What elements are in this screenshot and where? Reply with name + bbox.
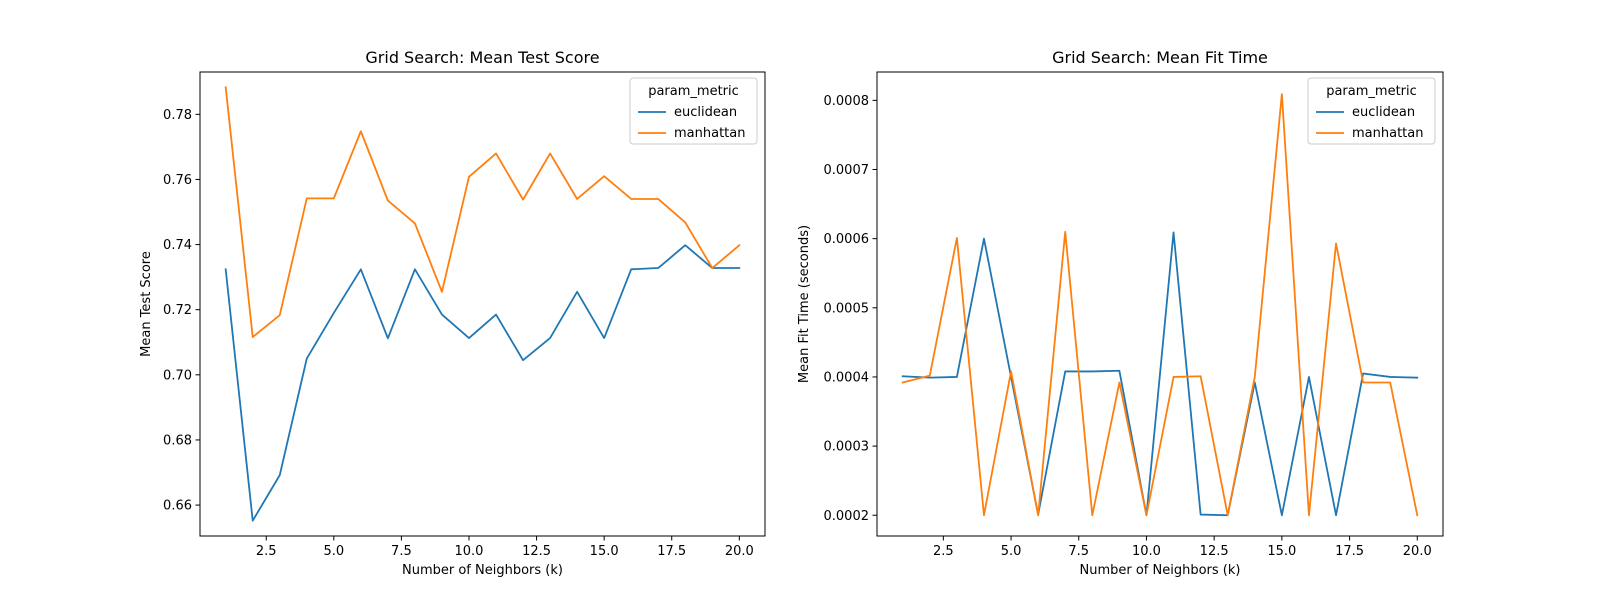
legend-label-euclidean: euclidean [674,105,737,120]
x-tick-label: 17.5 [1335,544,1364,559]
axes-frame [199,71,766,537]
y-tick-label: 0.76 [163,173,192,188]
legend-label-euclidean: euclidean [1352,105,1415,120]
y-tick-label: 0.74 [163,238,192,253]
y-tick-label: 0.66 [163,499,192,514]
legend-title: param_metric [648,84,739,99]
series-group [224,86,741,522]
series-line-euclidean [224,244,741,522]
y-tick-label: 0.70 [163,368,192,383]
series-line-manhattan [224,86,741,338]
series-line-manhattan [901,93,1419,517]
legend-label-manhattan: manhattan [674,126,745,141]
legend-box [1307,77,1436,145]
y-tick-label: 0.0008 [824,94,870,109]
y-tick-label: 0.0007 [824,163,870,178]
y-tick-label: 0.0004 [824,370,870,385]
subplot-2: Grid Search: Mean Fit Time 2.5 5.0 7.5 10.0 1… [797,48,1444,578]
axes-frame [876,71,1444,537]
x-tick-label: 2.5 [933,544,954,559]
x-tick-label: 15.0 [590,544,619,559]
x-tick-label: 12.5 [1200,544,1229,559]
x-tick-label: 7.5 [1068,544,1089,559]
legend: param_metric euclidean manhattan [629,77,758,145]
y-axis-label: Mean Test Score [139,251,154,357]
x-tick-label: 5.0 [323,544,344,559]
chart-title: Grid Search: Mean Test Score [365,48,599,67]
y-tick-label: 0.68 [163,433,192,448]
x-tick-label: 10.0 [1132,544,1161,559]
y-tick-label: 0.0003 [824,440,870,455]
legend: param_metric euclidean manhattan [1307,77,1436,145]
x-axis-label: Number of Neighbors (k) [402,563,563,578]
x-tick-label: 7.5 [391,544,412,559]
x-tick-label: 12.5 [522,544,551,559]
legend-box [629,77,758,145]
series-group [901,93,1419,517]
chart-title: Grid Search: Mean Fit Time [1052,48,1268,67]
legend-label-manhattan: manhattan [1352,126,1423,141]
y-tick-label: 0.0005 [824,301,870,316]
y-axis-label: Mean Fit Time (seconds) [797,225,812,383]
y-tick-label: 0.0006 [824,232,870,247]
y-tick-label: 0.0002 [824,509,870,524]
y-tick-label: 0.72 [163,303,192,318]
x-tick-label: 2.5 [256,544,277,559]
x-tick-label: 17.5 [657,544,686,559]
x-tick-label: 5.0 [1001,544,1022,559]
x-tick-label: 10.0 [455,544,484,559]
x-tick-label: 15.0 [1267,544,1296,559]
series-line-euclidean [901,231,1419,517]
x-tick-label: 20.0 [725,544,754,559]
legend-title: param_metric [1326,84,1417,99]
subplot-1: Grid Search: Mean Test Score 2.5 5.0 7.5 10.… [139,48,766,578]
x-axis-label: Number of Neighbors (k) [1080,563,1241,578]
y-tick-label: 0.78 [163,108,192,123]
x-tick-label: 20.0 [1403,544,1432,559]
